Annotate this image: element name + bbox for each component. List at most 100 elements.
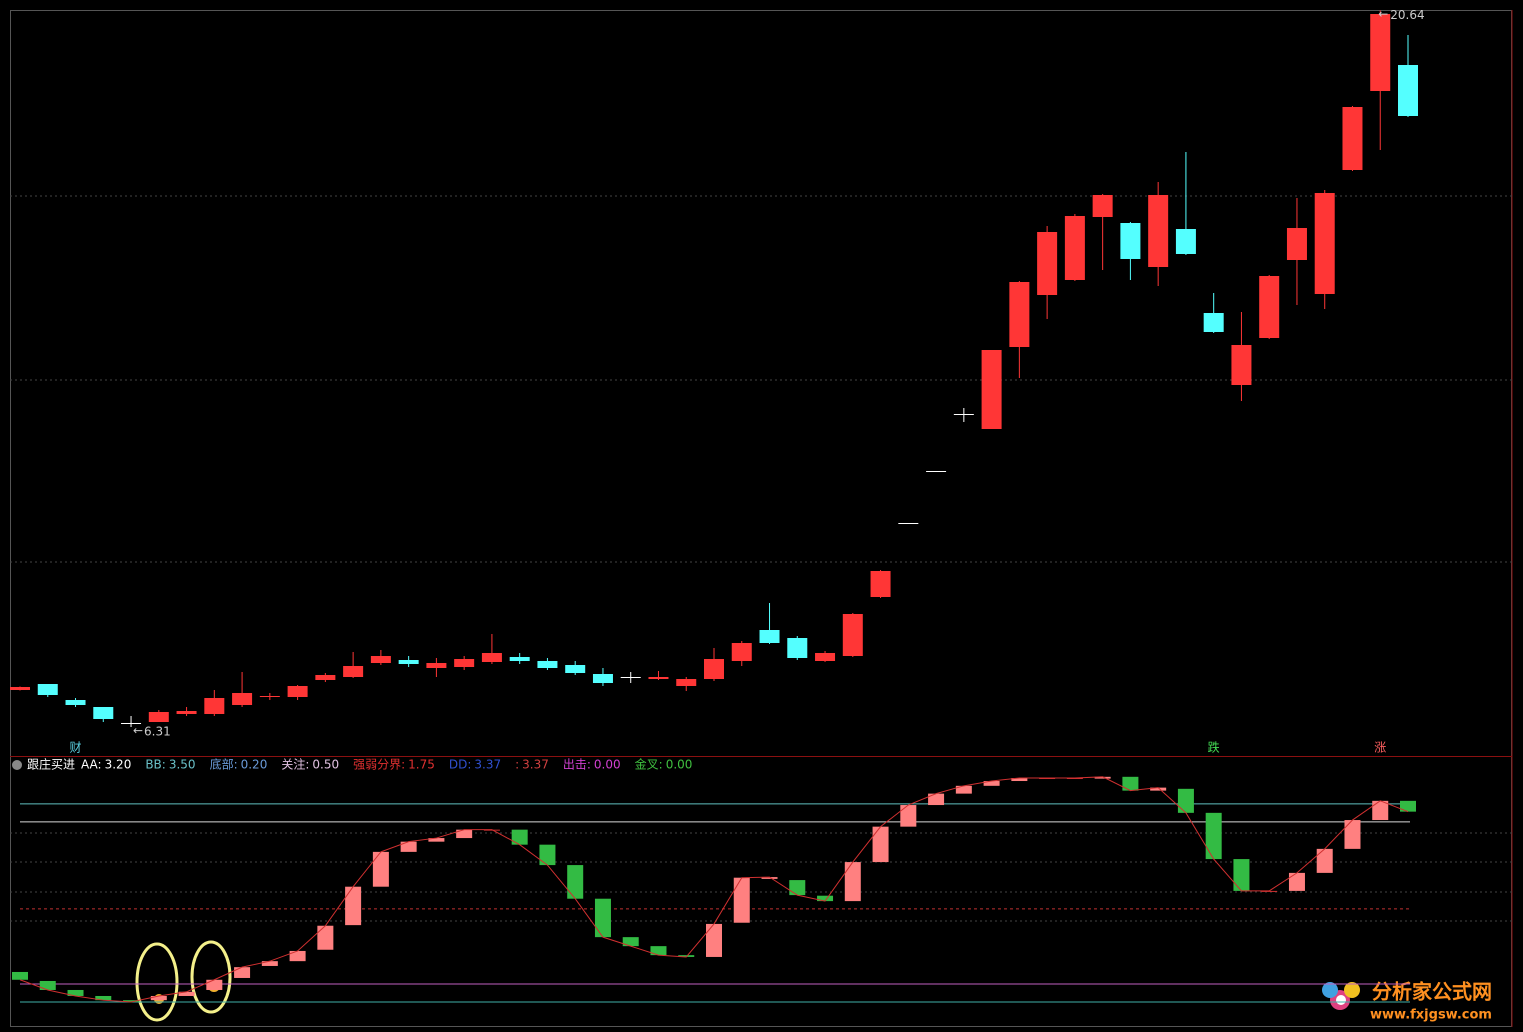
top-grid — [10, 195, 1512, 922]
candle-body — [815, 653, 836, 661]
candle-body — [648, 677, 669, 679]
indicator-bar — [594, 898, 611, 938]
dropdown-icon[interactable] — [12, 760, 22, 770]
candle-body — [898, 523, 919, 524]
high-label: 20.64 — [1390, 8, 1424, 22]
candle-body — [1120, 223, 1141, 259]
candle-body — [926, 471, 947, 472]
indicator-bar — [983, 781, 1000, 786]
indicator-bar — [39, 980, 56, 990]
legend-name: : — [515, 758, 519, 772]
indicator-bar — [123, 1000, 140, 1002]
indicator-bar — [345, 886, 362, 926]
candle-body — [565, 665, 586, 673]
candle-body — [1203, 313, 1224, 332]
candle-body — [1286, 228, 1307, 260]
candle-body — [1037, 232, 1058, 295]
indicator-bar — [150, 995, 167, 1001]
indicator-bar — [567, 865, 584, 899]
logo-petal — [1344, 982, 1360, 998]
candle-body — [759, 630, 780, 643]
indicator-bar — [955, 785, 972, 794]
indicator-bar — [317, 925, 334, 950]
candle-body — [148, 712, 169, 722]
legend-value: 3.50 — [169, 758, 196, 772]
candle-body — [287, 686, 308, 697]
indicator-bar — [1205, 812, 1222, 860]
indicator-bar — [817, 895, 834, 902]
candle-body — [1009, 282, 1030, 347]
candle-body — [953, 414, 974, 415]
candle-body — [37, 684, 58, 695]
candle-body — [981, 350, 1002, 429]
candle-body — [10, 687, 30, 690]
dd-line — [19, 776, 1409, 1003]
highlight-ellipse — [190, 940, 232, 1014]
legend-value: 3.37 — [474, 758, 501, 772]
legend-name: 关注: — [281, 757, 309, 772]
indicator-bar — [1400, 800, 1416, 812]
legend-name: 底部: — [210, 757, 238, 772]
indicator-bar — [456, 829, 473, 839]
candle-body — [1314, 193, 1335, 294]
candle-body — [426, 663, 447, 668]
candle-body — [370, 656, 391, 663]
indicator-bar — [650, 946, 667, 956]
indicator-bar — [206, 979, 223, 990]
indicator-bar — [1288, 872, 1305, 891]
candle-body — [454, 659, 475, 667]
candle-body — [1092, 195, 1113, 217]
legend: 跟庄买进 AA: 3.20 BB: 3.50 底部: 0.20 关注: 0.50 强弱分界: 1.… — [27, 757, 692, 772]
legend-value: 0.20 — [241, 758, 268, 772]
candle-body — [1398, 65, 1418, 116]
watermark-title: 分析家公式网 — [1372, 980, 1492, 1004]
candle-body — [93, 707, 114, 719]
indicator-bar — [178, 991, 195, 996]
low-label: 6.31 — [144, 725, 171, 739]
indicator-bar — [261, 961, 278, 966]
logo-center — [1336, 995, 1346, 1005]
legend-value: 3.37 — [522, 758, 549, 772]
candle-body — [676, 679, 697, 686]
candle-body — [704, 659, 724, 679]
indicator-bar — [1344, 820, 1361, 849]
indicator-bar — [428, 838, 445, 842]
candle-body — [1259, 276, 1280, 338]
indicator-bar — [622, 937, 639, 947]
legend-name: 金叉: — [635, 757, 663, 772]
legend-value: 0.00 — [666, 758, 693, 772]
indicator-bar — [789, 880, 806, 896]
indicator-title: 跟庄买进 — [27, 757, 75, 772]
candle-body — [509, 657, 530, 661]
candle-body — [232, 693, 253, 705]
indicator-bar — [678, 955, 695, 957]
candle-body — [1175, 229, 1196, 254]
marker: 涨 — [1374, 740, 1386, 755]
legend-value: 3.20 — [105, 758, 132, 772]
legend-value: 1.75 — [408, 758, 435, 772]
candle-body — [481, 653, 502, 662]
indicator-bar — [12, 971, 28, 980]
indicator-bar — [1233, 859, 1250, 891]
indicator-bar — [400, 841, 417, 852]
legend-name: 强弱分界: — [353, 758, 405, 772]
high-arrow: ← — [1378, 7, 1388, 21]
candle-body — [1064, 216, 1085, 280]
indicator-bar — [872, 826, 889, 863]
candle-body — [842, 614, 863, 656]
low-arrow: ← — [133, 724, 143, 738]
candle-body — [537, 661, 558, 668]
candle-body — [731, 643, 752, 661]
indicator-bar — [1316, 848, 1333, 873]
indicator-bar — [289, 950, 306, 962]
candle-body — [343, 666, 364, 677]
marker: 跌 — [1208, 740, 1220, 755]
indicator-bar — [1372, 800, 1389, 821]
indicator-bar — [844, 862, 861, 902]
candle-body — [398, 660, 419, 664]
candle-body — [870, 571, 891, 597]
indicator-bar — [67, 989, 84, 996]
legend-value: 0.00 — [594, 758, 621, 772]
